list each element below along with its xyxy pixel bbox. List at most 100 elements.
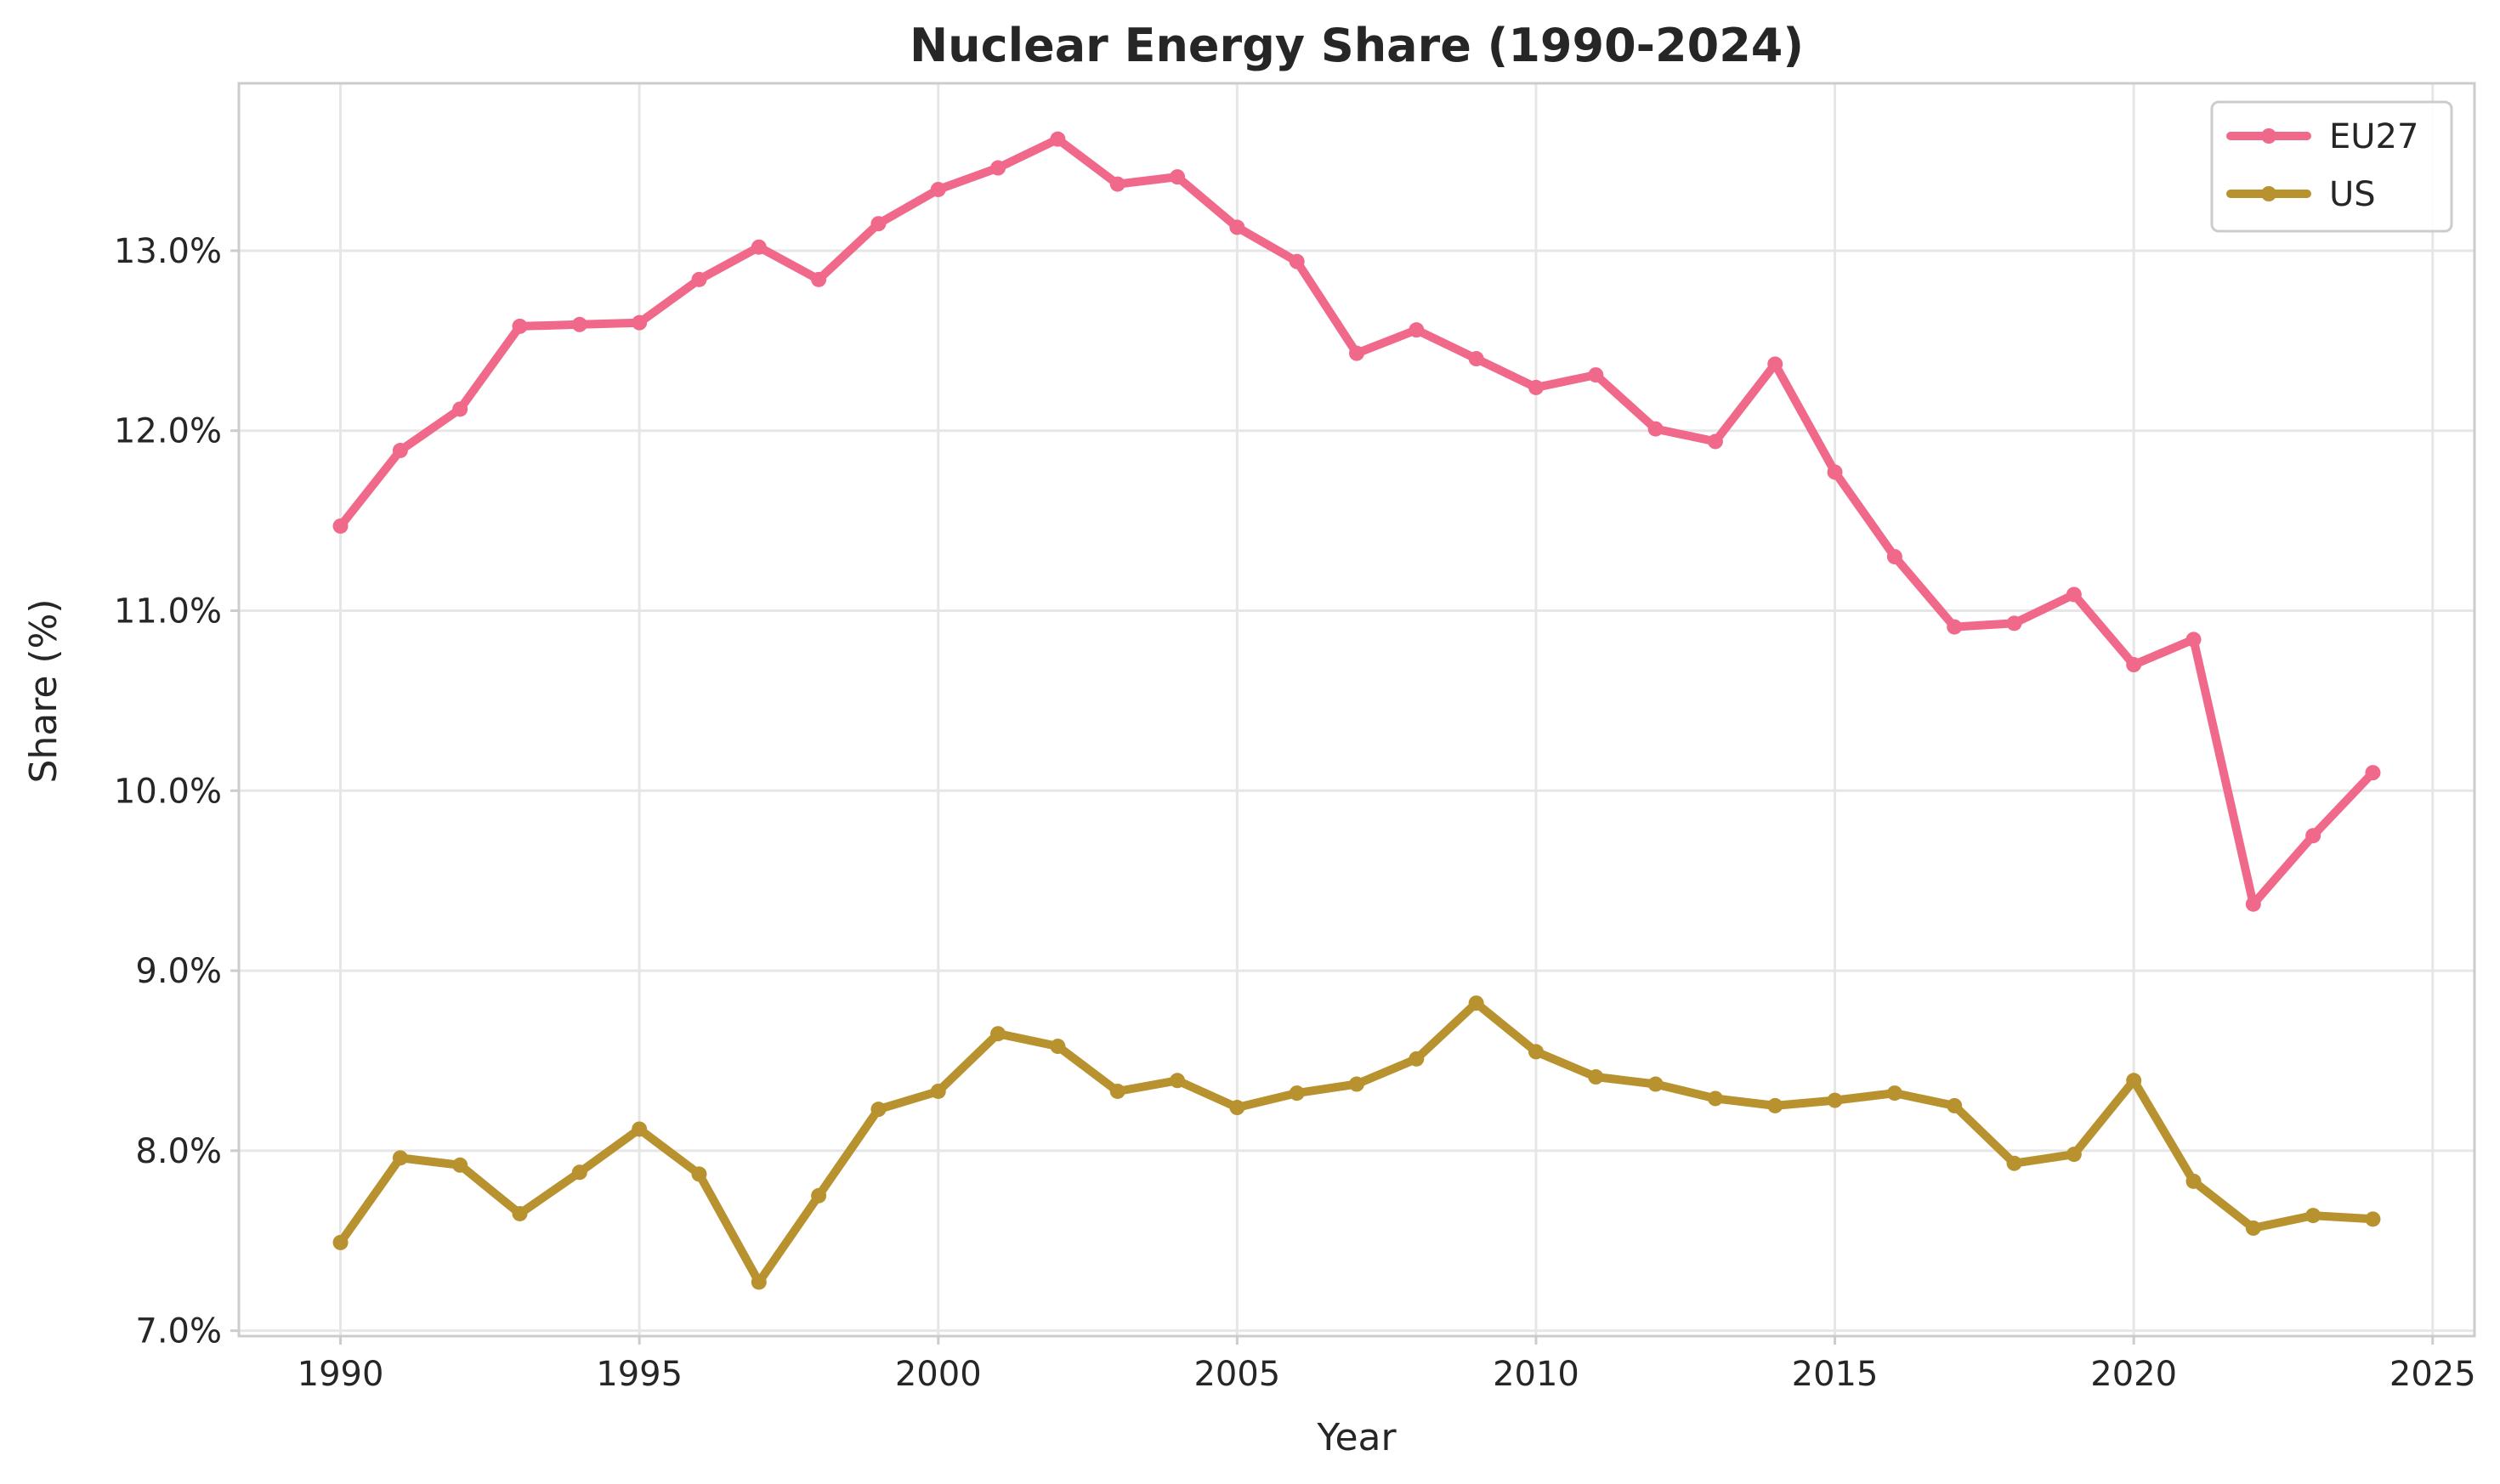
data-point-eu27 bbox=[870, 216, 887, 232]
series-line-eu27 bbox=[336, 134, 2378, 909]
data-point-us bbox=[1229, 1100, 1245, 1116]
data-point-eu27 bbox=[2185, 632, 2202, 648]
data-point-us bbox=[2066, 1147, 2082, 1163]
legend-entry-eu27: EU27 bbox=[2226, 117, 2418, 156]
data-point-eu27 bbox=[1588, 367, 1604, 383]
grid-layer bbox=[239, 83, 2474, 1336]
data-point-eu27 bbox=[1349, 345, 1364, 361]
data-point-us bbox=[1349, 1076, 1364, 1092]
data-point-us bbox=[1409, 1051, 1425, 1067]
data-point-eu27 bbox=[1947, 619, 1963, 635]
data-point-us bbox=[1170, 1073, 1186, 1089]
data-point-eu27 bbox=[691, 271, 707, 287]
data-point-us bbox=[1528, 1044, 1544, 1060]
data-point-eu27 bbox=[1229, 219, 1245, 235]
data-point-eu27 bbox=[1409, 322, 1425, 338]
y-tick-label: 12.0% bbox=[114, 412, 222, 451]
x-axis-ticks: 1990 1995 2000 2005 2010 2015 2020 2025 bbox=[298, 1336, 2476, 1394]
data-point-eu27 bbox=[2126, 657, 2142, 673]
data-point-eu27 bbox=[332, 518, 349, 534]
data-point-us bbox=[571, 1164, 587, 1181]
data-point-us bbox=[1050, 1039, 1066, 1055]
y-tick-label: 7.0% bbox=[135, 1312, 222, 1351]
x-tick-label: 1990 bbox=[298, 1355, 384, 1394]
x-tick-label: 1995 bbox=[596, 1355, 683, 1394]
data-point-us bbox=[930, 1083, 946, 1099]
data-point-eu27 bbox=[2365, 765, 2381, 781]
data-point-us bbox=[392, 1150, 408, 1166]
x-tick-label: 2020 bbox=[2090, 1355, 2177, 1394]
data-point-us bbox=[1767, 1097, 1783, 1113]
series-eu27 bbox=[332, 131, 2381, 912]
data-point-eu27 bbox=[1886, 548, 1902, 564]
data-point-eu27 bbox=[512, 318, 528, 334]
series-us bbox=[332, 995, 2381, 1290]
legend-entry-us: US bbox=[2226, 175, 2376, 214]
data-point-us bbox=[512, 1205, 528, 1221]
data-point-us bbox=[1468, 995, 1484, 1011]
y-tick-label: 13.0% bbox=[114, 232, 222, 271]
y-axis-label: Share (%) bbox=[22, 598, 65, 783]
data-point-eu27 bbox=[1170, 169, 1186, 185]
data-point-eu27 bbox=[1109, 176, 1125, 192]
data-point-eu27 bbox=[1767, 356, 1783, 372]
data-point-us bbox=[2185, 1173, 2202, 1189]
data-point-eu27 bbox=[930, 181, 946, 197]
data-point-us bbox=[1947, 1097, 1963, 1113]
data-point-eu27 bbox=[751, 239, 767, 255]
data-point-eu27 bbox=[1707, 433, 1723, 450]
x-tick-label: 2015 bbox=[1792, 1355, 1879, 1394]
y-axis-ticks: 7.0% 8.0% 9.0% 10.0% 11.0% 12.0% 13.0% bbox=[114, 232, 239, 1351]
plot-frame bbox=[237, 82, 2476, 1338]
data-point-eu27 bbox=[811, 271, 827, 287]
data-point-eu27 bbox=[1647, 421, 1664, 437]
series-layer bbox=[332, 131, 2381, 1290]
data-point-eu27 bbox=[2066, 586, 2082, 603]
y-tick-label: 9.0% bbox=[135, 952, 222, 991]
legend: EU27 US bbox=[2210, 100, 2453, 233]
data-point-eu27 bbox=[1289, 253, 1305, 269]
legend-marker-us bbox=[2261, 186, 2276, 201]
x-tick-label: 2000 bbox=[895, 1355, 982, 1394]
data-point-us bbox=[2245, 1220, 2261, 1236]
data-point-eu27 bbox=[2245, 896, 2261, 912]
data-point-us bbox=[1707, 1090, 1723, 1107]
data-point-eu27 bbox=[1528, 379, 1544, 395]
data-point-eu27 bbox=[1050, 131, 1066, 147]
legend-label-us: US bbox=[2329, 175, 2376, 214]
data-point-us bbox=[870, 1102, 887, 1118]
x-axis-label: Year bbox=[1316, 1416, 1397, 1459]
x-tick-label: 2005 bbox=[1193, 1355, 1280, 1394]
data-point-us bbox=[2006, 1155, 2022, 1171]
data-point-eu27 bbox=[571, 316, 587, 332]
data-point-us bbox=[1647, 1076, 1664, 1092]
y-tick-label: 11.0% bbox=[114, 592, 222, 632]
data-point-us bbox=[691, 1166, 707, 1182]
data-point-eu27 bbox=[632, 314, 648, 331]
data-point-us bbox=[2365, 1211, 2381, 1227]
series-line-us bbox=[336, 999, 2378, 1287]
data-point-eu27 bbox=[1468, 351, 1484, 367]
legend-marker-eu27 bbox=[2261, 128, 2276, 144]
data-point-eu27 bbox=[1827, 464, 1843, 480]
data-point-eu27 bbox=[990, 160, 1006, 176]
data-point-eu27 bbox=[2006, 615, 2022, 632]
data-point-us bbox=[1109, 1083, 1125, 1099]
data-point-us bbox=[452, 1157, 468, 1173]
data-point-us bbox=[2126, 1073, 2142, 1089]
data-point-us bbox=[1289, 1085, 1305, 1102]
data-point-us bbox=[751, 1274, 767, 1290]
data-point-us bbox=[1886, 1085, 1902, 1102]
y-tick-label: 10.0% bbox=[114, 772, 222, 811]
data-point-us bbox=[632, 1121, 648, 1137]
data-point-us bbox=[332, 1234, 349, 1250]
data-point-us bbox=[2305, 1208, 2321, 1224]
chart-title: Nuclear Energy Share (1990-2024) bbox=[910, 19, 1804, 72]
x-tick-label: 2025 bbox=[2389, 1355, 2476, 1394]
data-point-eu27 bbox=[2305, 828, 2321, 844]
data-point-us bbox=[811, 1187, 827, 1204]
data-point-us bbox=[1588, 1069, 1604, 1085]
x-tick-label: 2010 bbox=[1493, 1355, 1579, 1394]
data-point-eu27 bbox=[392, 443, 408, 459]
